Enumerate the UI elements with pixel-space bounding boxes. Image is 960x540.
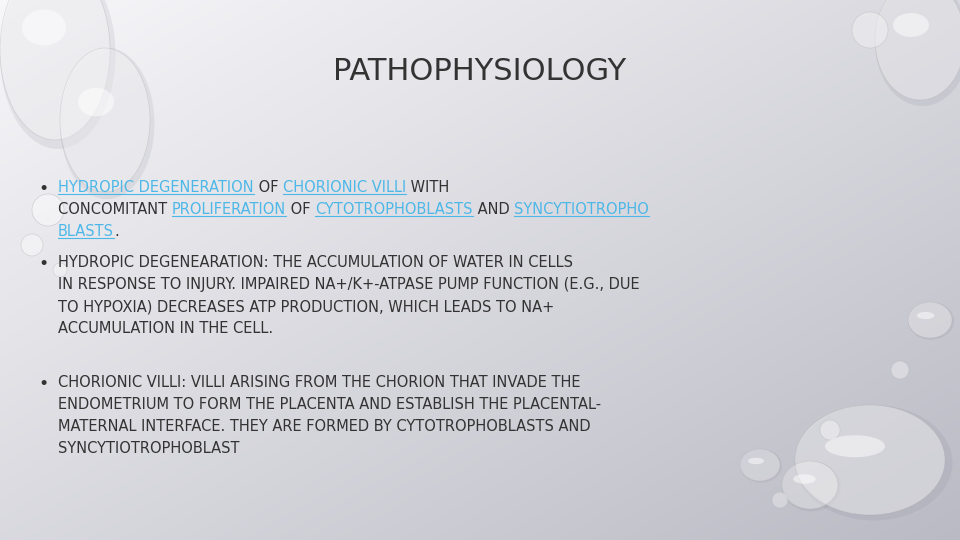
Ellipse shape	[22, 10, 66, 45]
Text: WITH: WITH	[406, 180, 449, 195]
Ellipse shape	[782, 461, 841, 511]
Text: IN RESPONSE TO INJURY. IMPAIRED NA+/K+-ATPASE PUMP FUNCTION (E.G., DUE: IN RESPONSE TO INJURY. IMPAIRED NA+/K+-A…	[58, 277, 639, 292]
Circle shape	[852, 12, 888, 48]
Text: HYDROPIC DEGENEARATION: THE ACCUMULATION OF WATER IN CELLS: HYDROPIC DEGENEARATION: THE ACCUMULATION…	[58, 255, 573, 270]
Ellipse shape	[875, 0, 960, 106]
Text: AND: AND	[472, 202, 514, 217]
Text: PROLIFERATION: PROLIFERATION	[172, 202, 286, 217]
Ellipse shape	[875, 0, 960, 100]
Text: SYNCYTIOTROPHO: SYNCYTIOTROPHO	[514, 202, 649, 217]
Text: TO HYPOXIA) DECREASES ATP PRODUCTION, WHICH LEADS TO NA+: TO HYPOXIA) DECREASES ATP PRODUCTION, WH…	[58, 299, 554, 314]
Ellipse shape	[908, 302, 954, 340]
Text: CHORIONIC VILLI: CHORIONIC VILLI	[283, 180, 406, 195]
Ellipse shape	[60, 48, 155, 199]
Circle shape	[772, 492, 788, 508]
Ellipse shape	[795, 405, 952, 521]
Text: CONCOMITANT: CONCOMITANT	[58, 202, 172, 217]
Ellipse shape	[795, 405, 945, 515]
Ellipse shape	[748, 458, 764, 464]
Text: PATHOPHYSIOLOGY: PATHOPHYSIOLOGY	[333, 57, 627, 86]
Text: SYNCYTIOTROPHOBLAST: SYNCYTIOTROPHOBLAST	[58, 441, 239, 456]
Text: •: •	[38, 255, 48, 273]
Text: HYDROPIC DEGENERATION: HYDROPIC DEGENERATION	[58, 180, 253, 195]
Text: ACCUMULATION IN THE CELL.: ACCUMULATION IN THE CELL.	[58, 321, 274, 336]
Text: .: .	[114, 224, 119, 239]
Text: ENDOMETRIUM TO FORM THE PLACENTA AND ESTABLISH THE PLACENTAL-: ENDOMETRIUM TO FORM THE PLACENTA AND EST…	[58, 397, 601, 412]
Ellipse shape	[917, 312, 934, 319]
Ellipse shape	[0, 0, 110, 140]
Ellipse shape	[78, 87, 114, 117]
Circle shape	[53, 263, 67, 277]
Ellipse shape	[0, 0, 115, 149]
Ellipse shape	[740, 449, 780, 481]
Ellipse shape	[782, 461, 838, 509]
Circle shape	[21, 234, 43, 256]
Circle shape	[820, 420, 840, 440]
Ellipse shape	[825, 435, 885, 457]
Ellipse shape	[793, 474, 816, 484]
Text: BLASTS: BLASTS	[58, 224, 114, 239]
Ellipse shape	[60, 48, 150, 192]
Text: •: •	[38, 375, 48, 393]
Text: CYTOTROPHOBLASTS: CYTOTROPHOBLASTS	[315, 202, 472, 217]
Text: OF: OF	[286, 202, 315, 217]
Text: CHORIONIC VILLI: VILLI ARISING FROM THE CHORION THAT INVADE THE: CHORIONIC VILLI: VILLI ARISING FROM THE …	[58, 375, 581, 390]
Circle shape	[891, 361, 909, 379]
Text: MATERNAL INTERFACE. THEY ARE FORMED BY CYTOTROPHOBLASTS AND: MATERNAL INTERFACE. THEY ARE FORMED BY C…	[58, 419, 590, 434]
Circle shape	[32, 194, 64, 226]
Ellipse shape	[908, 302, 952, 338]
Text: OF: OF	[253, 180, 283, 195]
Ellipse shape	[740, 449, 782, 483]
Ellipse shape	[893, 13, 929, 37]
Text: •: •	[38, 180, 48, 198]
